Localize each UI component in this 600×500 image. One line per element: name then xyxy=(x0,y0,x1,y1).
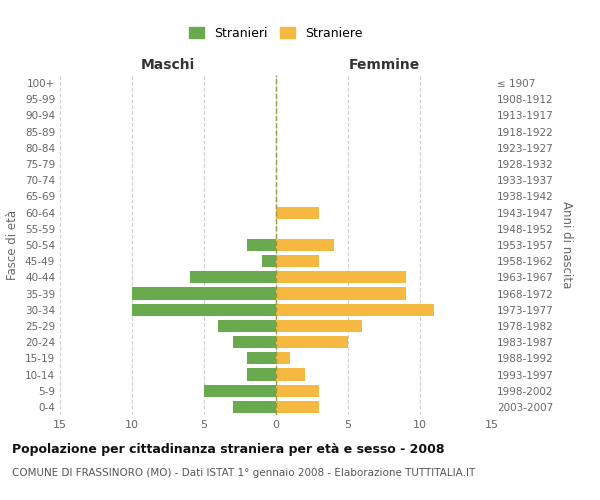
Bar xyxy=(276,320,362,332)
Bar xyxy=(276,352,290,364)
Bar xyxy=(276,206,319,218)
Text: Popolazione per cittadinanza straniera per età e sesso - 2008: Popolazione per cittadinanza straniera p… xyxy=(12,442,445,456)
Bar xyxy=(132,288,276,300)
Text: Maschi: Maschi xyxy=(141,58,195,72)
Bar xyxy=(247,368,276,380)
Bar xyxy=(204,384,276,397)
Y-axis label: Fasce di età: Fasce di età xyxy=(7,210,19,280)
Bar xyxy=(262,255,276,268)
Text: Femmine: Femmine xyxy=(349,58,419,72)
Bar xyxy=(233,401,276,413)
Bar xyxy=(132,304,276,316)
Bar xyxy=(233,336,276,348)
Bar xyxy=(276,255,319,268)
Legend: Stranieri, Straniere: Stranieri, Straniere xyxy=(189,27,363,40)
Text: COMUNE DI FRASSINORO (MO) - Dati ISTAT 1° gennaio 2008 - Elaborazione TUTTITALIA: COMUNE DI FRASSINORO (MO) - Dati ISTAT 1… xyxy=(12,468,475,477)
Bar xyxy=(276,272,406,283)
Y-axis label: Anni di nascita: Anni di nascita xyxy=(560,202,573,288)
Bar xyxy=(247,239,276,251)
Bar xyxy=(276,239,334,251)
Bar xyxy=(276,288,406,300)
Bar xyxy=(276,304,434,316)
Bar xyxy=(276,401,319,413)
Bar xyxy=(218,320,276,332)
Bar xyxy=(276,336,348,348)
Bar xyxy=(276,368,305,380)
Bar xyxy=(276,384,319,397)
Bar xyxy=(190,272,276,283)
Bar xyxy=(247,352,276,364)
